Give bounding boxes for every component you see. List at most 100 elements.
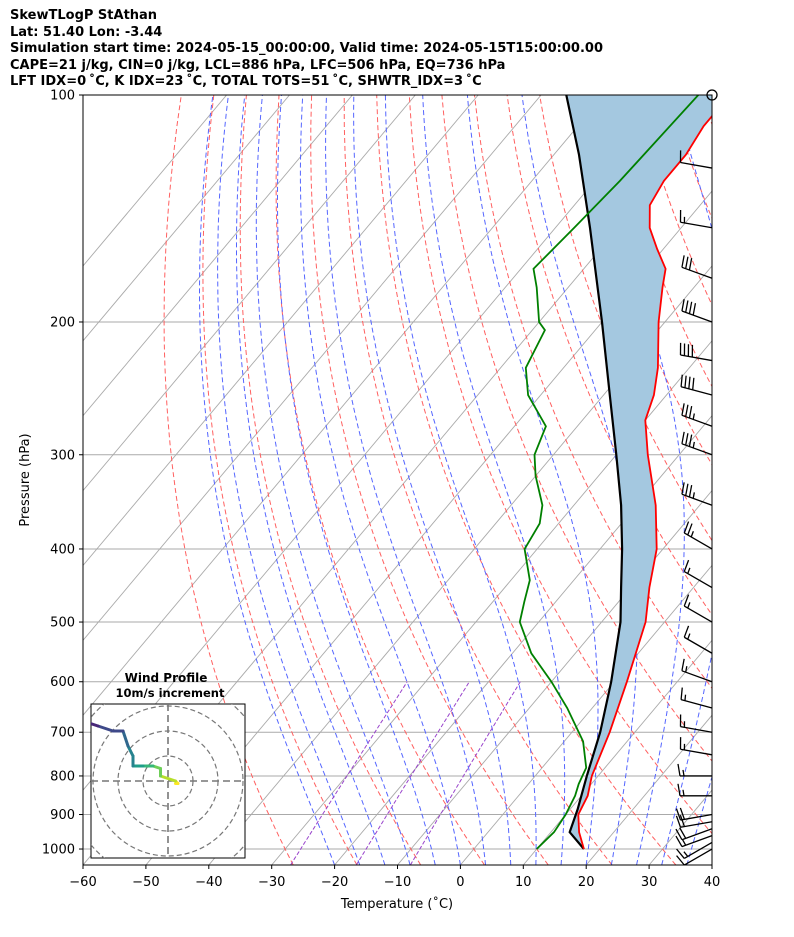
hodograph-subtitle: 10m/s increment [116, 686, 225, 700]
isotherm-line [83, 95, 227, 267]
axes: −60 −50 −40 −30 −20 −10 0 10 20 30 40 1000 900 800 700… [42, 89, 720, 891]
wind-barb-staff [683, 570, 713, 589]
wind-barb-full [684, 375, 687, 388]
hodograph-segment [126, 744, 135, 758]
wind-barb-staff [680, 161, 713, 169]
wind-barbs [675, 89, 718, 866]
dry-adiabat-line [474, 95, 712, 690]
mixing-ratio-line [290, 681, 408, 865]
isotherm-line [83, 95, 605, 716]
dry-adiabat-line [376, 95, 677, 865]
wind-barb-staff [681, 670, 713, 683]
wind-barb-half [682, 789, 685, 796]
hodograph-inset [78, 703, 246, 859]
moist-adiabat-line [217, 95, 361, 865]
x-tick-label: 40 [704, 875, 721, 890]
wind-barb-full [687, 523, 693, 536]
wind-barb-staff [683, 841, 713, 859]
dry-adiabat-line [310, 95, 549, 865]
dry-adiabat-line [636, 95, 712, 307]
moist-adiabat-line [661, 95, 712, 865]
x-tick-label: −10 [384, 875, 411, 890]
wind-barb-full [685, 404, 689, 417]
isotherm-line [83, 95, 479, 567]
dry-adiabat-line [343, 95, 613, 865]
isotherm-line [711, 864, 712, 865]
y-tick-label: 100 [50, 89, 75, 104]
dry-adiabat-line [735, 95, 794, 865]
wind-barb-full [692, 303, 697, 316]
wind-barb-staff [683, 636, 713, 654]
moist-adiabat-line [325, 95, 487, 865]
dry-adiabat-line [275, 95, 485, 865]
wind-barb-staff [681, 828, 713, 841]
wind-barb-full [692, 377, 695, 390]
wind-barb-staff [680, 354, 713, 362]
wind-barb-full [681, 255, 685, 268]
hodograph-segment [78, 719, 83, 722]
dry-adiabat-line [202, 95, 358, 865]
y-tick-label: 700 [50, 726, 75, 741]
wind-barb-full [681, 658, 685, 671]
wind-barb-full [679, 814, 686, 827]
wind-barb-full [685, 256, 689, 269]
wind-barb-half [690, 531, 694, 538]
dry-adiabat-line [768, 95, 794, 865]
y-tick-label: 900 [50, 808, 75, 823]
wind-barb-staff [681, 310, 713, 323]
wind-barb-half [687, 633, 691, 640]
wind-barb-full [675, 815, 682, 828]
isotherm-line [83, 95, 416, 492]
wind-barb-full [683, 559, 690, 572]
x-tick-label: −40 [195, 875, 222, 890]
wind-barb-half [682, 769, 685, 777]
wind-barb-full [688, 484, 693, 498]
wind-barb-full [677, 763, 681, 777]
isotherm-line [648, 789, 712, 865]
wind-barb-half [682, 839, 687, 846]
wind-barb-full [683, 594, 690, 607]
isotherm-line [334, 415, 712, 865]
dry-adiabat-line [539, 95, 712, 542]
wind-barb-half [692, 492, 695, 499]
wind-barb-staff [681, 835, 713, 848]
wind-barb-staff [681, 443, 713, 456]
wind-barb-full [688, 434, 693, 447]
wind-barb-full [683, 521, 690, 534]
isotherm-line [397, 489, 712, 865]
cape-shading [566, 95, 712, 849]
station-location: Lat: 51.40 Lon: -3.44 [10, 24, 163, 40]
calm-wind-circle [706, 89, 718, 101]
wind-barb-full [675, 808, 682, 821]
isotherm-line [83, 95, 542, 642]
wind-barb-staff [680, 821, 713, 828]
simulation-times: Simulation start time: 2024-05-15_00:00:… [10, 41, 603, 56]
moist-adiabat-line [236, 95, 386, 865]
moist-adiabat-line [521, 95, 638, 865]
y-tick-label: 600 [50, 675, 75, 690]
wind-barb-staff [683, 848, 713, 866]
wind-barb-full [675, 835, 683, 847]
wind-barb-full [688, 257, 693, 271]
wind-barb-staff [680, 386, 713, 396]
wind-barb-full [688, 301, 693, 314]
wind-barb-half [687, 602, 691, 609]
hodograph-segment [121, 729, 130, 748]
wind-barb-staff [680, 221, 713, 229]
x-tick-label: −50 [132, 875, 159, 890]
wind-barb-full [679, 807, 686, 820]
moist-adiabat-line [299, 95, 461, 865]
parcel-trace-line [565, 95, 624, 850]
y-tick-label: 1000 [42, 843, 75, 858]
x-tick-label: 20 [578, 875, 595, 890]
y-tick-label: 500 [50, 616, 75, 631]
moist-adiabat-line [353, 95, 512, 865]
moist-adiabat-line [199, 95, 336, 865]
wind-barb-full [685, 300, 689, 313]
wind-barb-full [676, 855, 685, 866]
moist-adiabat-line [711, 863, 712, 865]
wind-barb-full [688, 405, 693, 419]
wind-barb-full [685, 483, 689, 496]
wind-barb-staff [681, 414, 713, 427]
